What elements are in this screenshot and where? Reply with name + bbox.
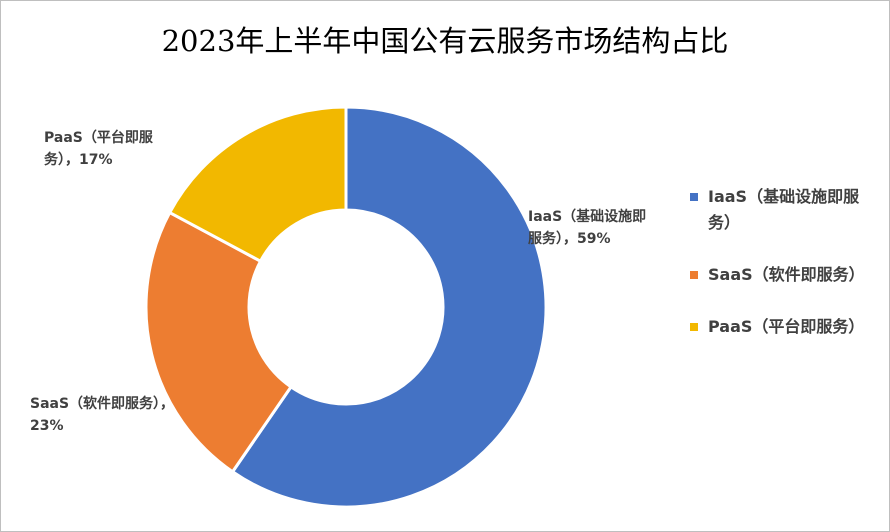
legend: IaaS（基础设施即服务） SaaS（软件即服务） PaaS（平台即服务） [690, 184, 868, 366]
data-label-paas: PaaS（平台即服务），17% [44, 130, 153, 168]
legend-swatch [690, 271, 698, 279]
slice-paas[interactable] [167, 105, 348, 264]
legend-label: IaaS（基础设施即服务） [708, 187, 860, 232]
chart-title: 2023年上半年中国公有云服务市场结构占比 [161, 24, 729, 58]
legend-label: SaaS（软件即服务） [708, 265, 865, 284]
legend-item-paas[interactable]: PaaS（平台即服务） [690, 314, 868, 340]
legend-label: PaaS（平台即服务） [708, 317, 865, 336]
data-label-saas: SaaS（软件即服务），23% [30, 396, 175, 434]
legend-item-iaas[interactable]: IaaS（基础设施即服务） [690, 184, 868, 236]
data-label-iaas: IaaS（基础设施即服务），59% [528, 209, 647, 247]
legend-item-saas[interactable]: SaaS（软件即服务） [690, 262, 868, 288]
legend-swatch [690, 193, 698, 201]
slice-iaas[interactable] [230, 105, 548, 509]
legend-swatch [690, 323, 698, 331]
slice-saas[interactable] [144, 210, 294, 474]
